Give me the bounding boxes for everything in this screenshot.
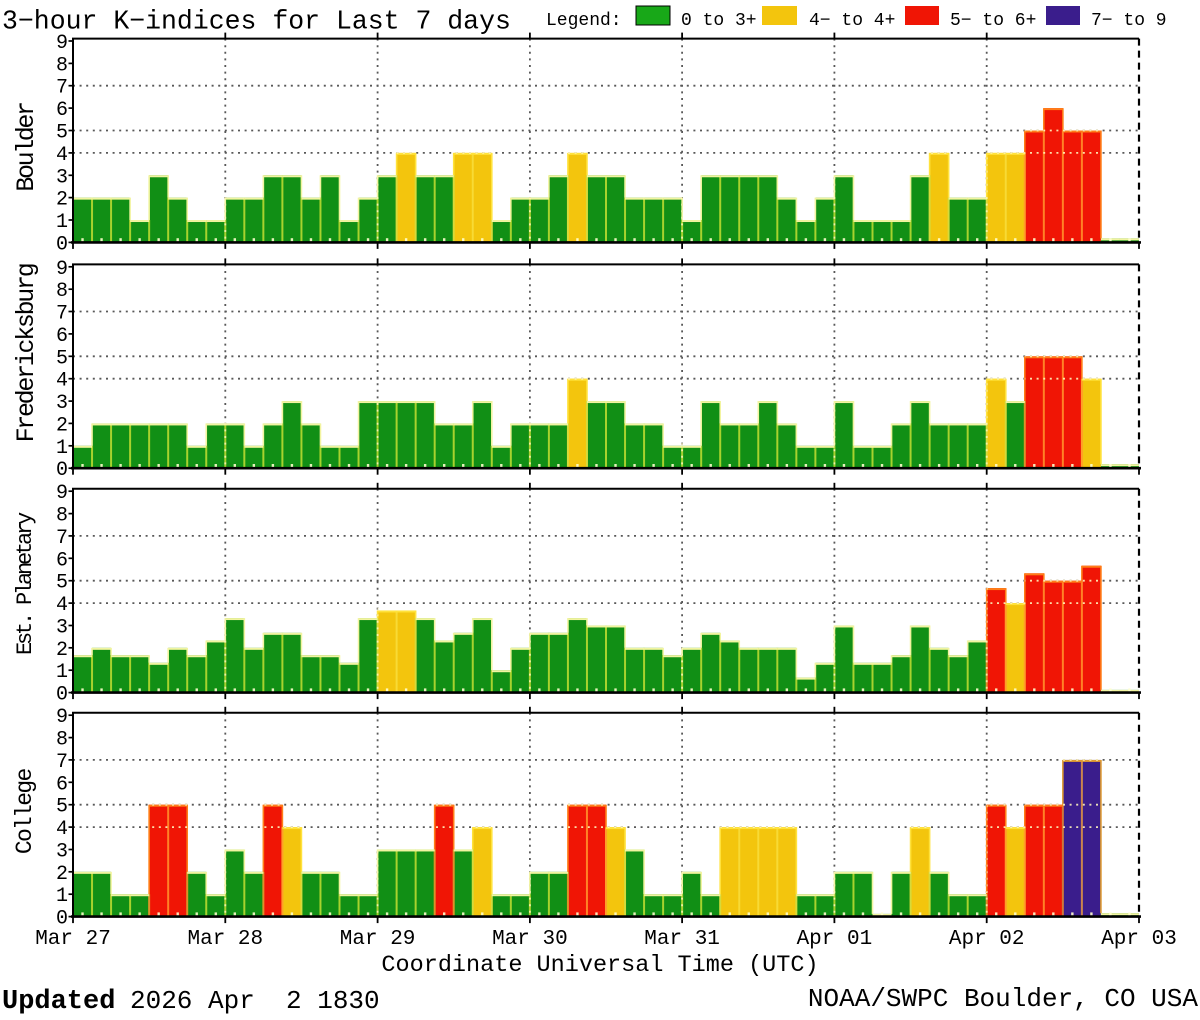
svg-text:6: 6 [56,773,68,796]
svg-text:8: 8 [56,729,68,752]
svg-text:1: 1 [56,885,68,908]
svg-text:3: 3 [56,841,68,864]
svg-text:1: 1 [56,437,68,460]
svg-text:4: 4 [56,594,68,617]
svg-text:0: 0 [56,908,68,931]
svg-text:7: 7 [56,527,68,550]
svg-text:Fredericksburg: Fredericksburg [12,264,41,442]
svg-text:4: 4 [56,818,68,841]
svg-text:Mar 31: Mar 31 [644,928,720,951]
svg-text:0: 0 [56,233,68,256]
svg-text:9: 9 [56,32,68,55]
svg-text:Coordinate Universal Time (UTC: Coordinate Universal Time (UTC) [381,952,818,979]
svg-text:3: 3 [56,392,68,415]
svg-text:2: 2 [56,189,68,212]
svg-text:Mar 27: Mar 27 [35,928,111,951]
svg-text:Mar 29: Mar 29 [340,928,416,951]
svg-text:Apr 01: Apr 01 [797,928,873,951]
svg-text:1: 1 [56,661,68,684]
svg-text:3−hour K−indices for Last 7 da: 3−hour K−indices for Last 7 days [2,7,511,37]
svg-text:2: 2 [56,639,68,662]
svg-text:5: 5 [56,347,68,370]
svg-text:Boulder: Boulder [12,103,41,192]
svg-text:4: 4 [56,144,68,167]
svg-text:8: 8 [56,280,68,303]
svg-text:Mar 30: Mar 30 [492,928,568,951]
svg-text:Est. Planetary: Est. Planetary [13,512,38,655]
svg-text:9: 9 [56,482,68,505]
svg-text:Apr 02: Apr 02 [949,928,1025,951]
svg-text:6: 6 [56,325,68,348]
svg-text:College: College [12,769,38,855]
svg-text:6: 6 [56,99,68,122]
svg-text:0 to 3+: 0 to 3+ [681,11,757,31]
svg-text:8: 8 [56,505,68,528]
svg-text:Apr 03: Apr 03 [1101,928,1177,951]
svg-text:5− to 6+: 5− to 6+ [950,11,1036,31]
svg-text:NOAA/SWPC Boulder, CO USA: NOAA/SWPC Boulder, CO USA [808,984,1198,1014]
svg-text:8: 8 [56,54,68,77]
svg-text:Legend:: Legend: [546,11,622,31]
svg-text:2: 2 [56,863,68,886]
svg-text:7: 7 [56,303,68,326]
svg-text:2: 2 [56,414,68,437]
svg-text:Updated: Updated [2,987,115,1017]
svg-text:7: 7 [56,77,68,100]
svg-text:2026 Apr 2 1830: 2026 Apr 2 1830 [130,986,380,1016]
svg-text:7− to 9: 7− to 9 [1091,11,1167,31]
svg-text:5: 5 [56,572,68,595]
svg-text:1: 1 [56,211,68,234]
svg-text:4− to 4+: 4− to 4+ [809,11,895,31]
svg-text:5: 5 [56,122,68,145]
svg-text:6: 6 [56,549,68,572]
svg-text:0: 0 [56,684,68,707]
svg-text:7: 7 [56,751,68,774]
svg-text:3: 3 [56,166,68,189]
svg-text:0: 0 [56,459,68,482]
svg-text:5: 5 [56,796,68,819]
svg-text:4: 4 [56,370,68,393]
svg-text:Mar 28: Mar 28 [187,928,263,951]
svg-text:3: 3 [56,617,68,640]
svg-text:9: 9 [56,258,68,281]
svg-text:9: 9 [56,706,68,729]
